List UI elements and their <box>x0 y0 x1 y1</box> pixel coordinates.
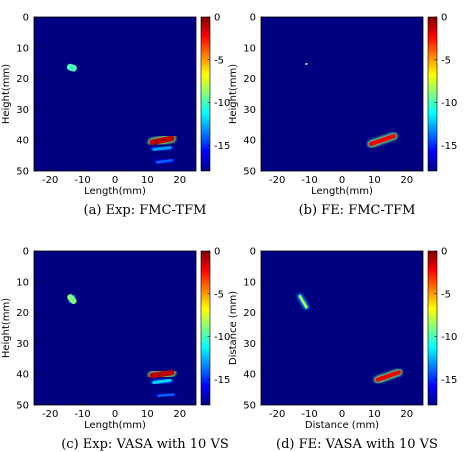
y-tick-label: 10 <box>243 277 256 288</box>
panel-caption: (a) Exp: FMC-TFM <box>84 203 207 218</box>
heat-feature <box>152 146 172 151</box>
panel-c: -20 -10 0 10 20 0 10 20 30 40 50 Length(mm) Height(m… <box>1 247 230 452</box>
x-tick-label: -20 <box>42 175 58 186</box>
y-axis-label: Height(mm) <box>228 64 239 124</box>
y-tick-label: 50 <box>243 167 256 178</box>
heat-feature <box>152 378 172 385</box>
x-tick-label: -20 <box>269 409 285 420</box>
x-tick-label: 0 <box>339 409 345 420</box>
x-tick-label: 20 <box>400 175 413 186</box>
x-axis-label: Length(mm) <box>311 186 373 197</box>
panel-d: -20 -10 0 10 20 0 10 20 30 40 50 Distance (mm) Dista… <box>228 247 457 452</box>
colorbar-tick-label: -10 <box>214 98 230 109</box>
colorbar-tick-label: 0 <box>441 247 447 258</box>
x-tick-label: -10 <box>301 175 317 186</box>
colorbar-tick-label: -5 <box>441 289 451 300</box>
y-tick-label: 30 <box>243 339 256 350</box>
y-tick-label: 20 <box>16 308 29 319</box>
x-tick-label: 20 <box>173 175 186 186</box>
y-tick-label: 50 <box>16 401 29 412</box>
x-tick-label: 20 <box>173 409 186 420</box>
y-axis-label: Height(mm) <box>1 64 12 124</box>
y-tick-label: 50 <box>243 401 256 412</box>
x-tick-label: -20 <box>269 175 285 186</box>
panel-b: -20 -10 0 10 20 0 10 20 30 40 50 Length(mm) Height(m… <box>228 13 457 219</box>
colorbar <box>200 16 211 172</box>
y-tick-label: 0 <box>23 13 29 24</box>
heat-feature <box>155 158 173 164</box>
heat-feature <box>67 294 77 304</box>
colorbar-tick-label: 0 <box>214 247 220 258</box>
colorbar-tick-label: -15 <box>441 375 457 386</box>
colorbar-tick-label: -10 <box>441 98 457 109</box>
x-tick-label: 0 <box>339 175 345 186</box>
plot-area <box>261 17 423 171</box>
heat-feature <box>149 135 175 146</box>
colorbar <box>427 250 438 406</box>
heat-feature <box>298 295 308 309</box>
x-tick-label: 10 <box>141 409 154 420</box>
panel-caption: (c) Exp: VASA with 10 VS <box>61 437 229 452</box>
y-tick-label: 0 <box>250 13 256 24</box>
x-tick-label: 10 <box>141 175 154 186</box>
y-tick-label: 10 <box>16 277 29 288</box>
colorbar <box>200 250 211 406</box>
heat-feature <box>149 369 175 379</box>
colorbar-tick-label: -15 <box>214 141 230 152</box>
heat-feature <box>369 134 396 147</box>
x-tick-label: -10 <box>301 409 317 420</box>
y-axis-label: Height(mm) <box>1 298 12 358</box>
panel-caption: (d) FE: VASA with 10 VS <box>276 437 438 452</box>
y-tick-label: 40 <box>16 370 29 381</box>
x-axis-label: Length(mm) <box>84 420 146 431</box>
x-tick-label: -20 <box>42 409 58 420</box>
x-tick-label: 10 <box>368 409 381 420</box>
y-tick-label: 0 <box>23 247 29 258</box>
colorbar-tick-label: 0 <box>214 13 220 24</box>
x-tick-label: 0 <box>112 175 118 186</box>
colorbar <box>427 16 438 172</box>
colorbar-tick-label: -10 <box>214 332 230 343</box>
colorbar-tick-label: -5 <box>214 55 224 66</box>
x-axis-label: Length(mm) <box>84 186 146 197</box>
colorbar-tick-label: 0 <box>441 13 447 24</box>
y-tick-label: 40 <box>243 370 256 381</box>
x-tick-label: 20 <box>400 409 413 420</box>
x-tick-label: 10 <box>368 175 381 186</box>
colorbar-tick-label: -5 <box>214 289 224 300</box>
x-tick-label: -10 <box>74 175 90 186</box>
y-tick-label: 20 <box>243 308 256 319</box>
heat-feature <box>157 393 175 397</box>
y-tick-label: 40 <box>243 136 256 147</box>
y-tick-label: 20 <box>243 74 256 85</box>
y-tick-label: 30 <box>243 105 256 116</box>
plot-area <box>261 251 423 405</box>
panel-a: -20 -10 0 10 20 0 10 20 30 40 50 Length(mm) Height(m… <box>1 13 230 219</box>
x-tick-label: -10 <box>74 409 90 420</box>
y-tick-label: 0 <box>250 247 256 258</box>
heat-feature <box>66 63 77 72</box>
colorbar-tick-label: -15 <box>441 141 457 152</box>
y-tick-label: 10 <box>243 43 256 54</box>
heat-feature <box>375 370 401 382</box>
y-tick-label: 50 <box>16 167 29 178</box>
colorbar-tick-label: -15 <box>214 375 230 386</box>
y-tick-label: 40 <box>16 136 29 147</box>
colorbar-tick-label: -5 <box>441 55 451 66</box>
colorbar-tick-label: -10 <box>441 332 457 343</box>
y-tick-label: 20 <box>16 74 29 85</box>
x-tick-label: 0 <box>112 409 118 420</box>
y-tick-label: 30 <box>16 339 29 350</box>
panel-caption: (b) FE: FMC-TFM <box>299 203 416 218</box>
y-axis-label: Distance (mm) <box>228 291 239 365</box>
x-axis-label: Distance (mm) <box>305 420 379 431</box>
y-tick-label: 10 <box>16 43 29 54</box>
y-tick-label: 30 <box>16 105 29 116</box>
